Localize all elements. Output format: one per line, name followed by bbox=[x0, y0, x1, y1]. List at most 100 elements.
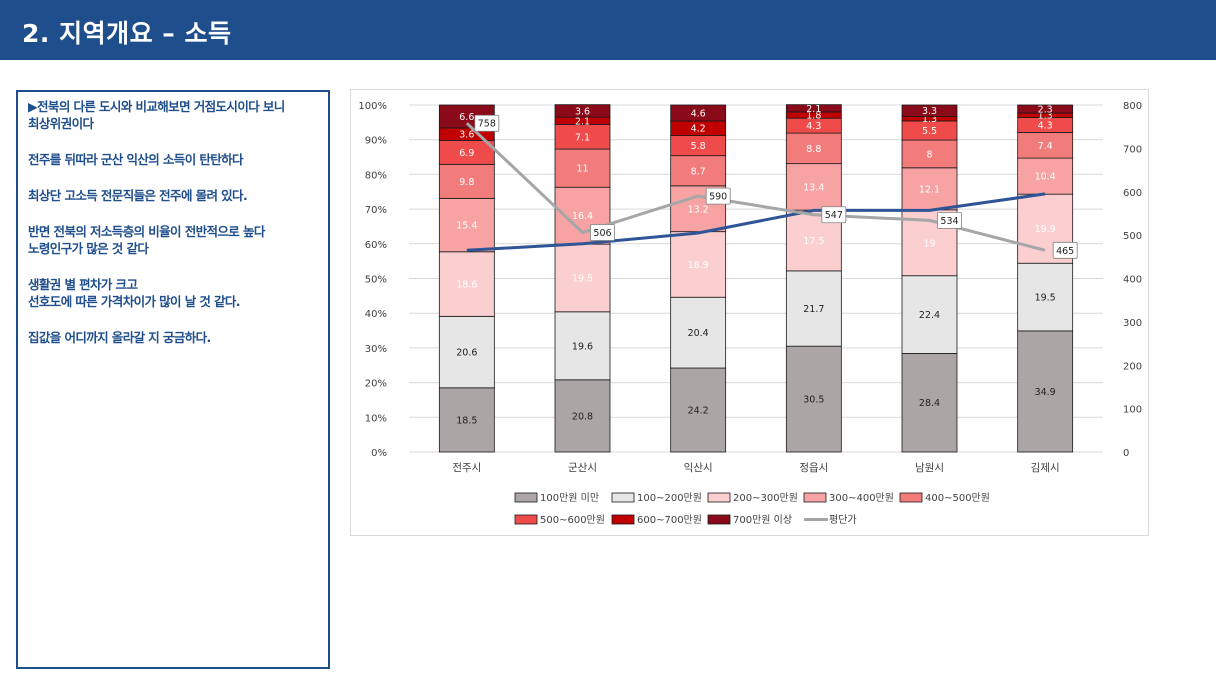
bar-segment bbox=[438, 163, 495, 199]
line-data-label: 547 bbox=[825, 210, 843, 221]
bar-data-label: 2.3 bbox=[1038, 104, 1053, 115]
legend-swatch bbox=[803, 492, 827, 503]
bar-segment bbox=[554, 104, 611, 118]
line-label-box bbox=[937, 211, 962, 229]
bar-data-label: 10.4 bbox=[1035, 172, 1056, 183]
y-left-tick-label: 60% bbox=[365, 240, 387, 251]
bar-segment bbox=[554, 148, 611, 188]
bar-data-label: 1.3 bbox=[1038, 111, 1053, 122]
bar-segment bbox=[785, 132, 842, 165]
bar-segment bbox=[1017, 132, 1074, 159]
note-item: 반면 전북의 저소득층의 비율이 전반적으로 높다 노령인구가 많은 것 같다 bbox=[28, 223, 320, 257]
line-data-label: 534 bbox=[940, 216, 958, 227]
note-line: 노령인구가 많은 것 같다 bbox=[28, 241, 149, 256]
bar-data-label: 7.4 bbox=[1038, 141, 1053, 152]
bar-segment bbox=[438, 315, 495, 389]
note-item: 전주를 뒤따라 군산 익산의 소득이 탄탄하다 bbox=[28, 151, 320, 168]
bar-data-label: 5.5 bbox=[922, 126, 937, 137]
bar-segment bbox=[554, 311, 611, 381]
line-label-box bbox=[590, 224, 615, 241]
bar-data-label: 24.2 bbox=[688, 406, 709, 417]
note-line: 생활권 별 편차가 크고 bbox=[28, 277, 138, 292]
y-right-tick-label: 300 bbox=[1123, 318, 1142, 329]
chart-container: 0% 10% 20% 30% 40% 50% 60% 70% 80% 90% 100% 0 100 200… bbox=[350, 89, 1149, 536]
note-line: 최상단 고소득 전문직들은 전주에 몰려 있다. bbox=[28, 188, 248, 203]
y-right-tick-label: 800 bbox=[1123, 101, 1142, 112]
y-right-tick-label: 600 bbox=[1123, 188, 1142, 199]
y-right-tick-label: 100 bbox=[1123, 405, 1142, 416]
bar-data-label: 16.4 bbox=[572, 211, 593, 222]
y-right-tick-label: 700 bbox=[1123, 144, 1142, 155]
line-data-label: 758 bbox=[478, 119, 496, 130]
legend-swatch bbox=[611, 492, 635, 503]
line-label-box bbox=[1052, 241, 1078, 259]
legend-label: 200~300만원 bbox=[733, 492, 798, 504]
legend-label: 100~200만원 bbox=[637, 492, 702, 504]
legend-label: 평단가 bbox=[829, 514, 857, 526]
bar-segment bbox=[1017, 104, 1074, 114]
x-tick-label: 전주시 bbox=[452, 462, 481, 474]
bar-data-label: 9.8 bbox=[459, 177, 474, 188]
y-left-tick-label: 50% bbox=[365, 275, 387, 286]
y-right-tick-label: 500 bbox=[1123, 231, 1142, 242]
bar-segment bbox=[554, 124, 611, 150]
line-data-label: 590 bbox=[709, 192, 727, 203]
note-item: 생활권 별 편차가 크고 선호도에 따른 가격차이가 많이 날 것 같다. bbox=[28, 276, 320, 310]
bar-segment bbox=[438, 197, 495, 253]
bar-data-label: 19.9 bbox=[1035, 224, 1056, 235]
line-label-box bbox=[705, 187, 731, 205]
bar-segment bbox=[785, 104, 842, 113]
note-line: 최상위권이다 bbox=[28, 116, 94, 131]
bar-segment bbox=[554, 243, 611, 313]
bar-data-label: 15.4 bbox=[456, 221, 477, 232]
bar-data-label: 19 bbox=[923, 238, 935, 249]
note-item: 최상단 고소득 전문직들은 전주에 몰려 있다. bbox=[28, 187, 320, 204]
line-label-box bbox=[474, 114, 500, 132]
note-line: 선호도에 따른 가격차이가 많이 날 것 같다. bbox=[28, 294, 241, 309]
bar-segment bbox=[1017, 330, 1074, 453]
legend-label: 300~400만원 bbox=[829, 492, 894, 504]
y-right-tick-label: 400 bbox=[1123, 275, 1142, 286]
y-left-tick-label: 30% bbox=[365, 344, 387, 355]
y-right-tick-label: 200 bbox=[1123, 361, 1142, 372]
bar-data-label: 2.1 bbox=[575, 116, 590, 127]
y-left-tick-label: 40% bbox=[365, 309, 387, 320]
bar-data-label: 8.7 bbox=[691, 166, 706, 177]
note-line: 전주를 뒤따라 군산 익산의 소득이 탄탄하다 bbox=[28, 152, 244, 167]
bar-data-label: 2.1 bbox=[806, 104, 821, 115]
bar-data-label: 7.1 bbox=[575, 132, 590, 143]
bar-segment bbox=[1017, 157, 1074, 195]
bar-data-label: 6.9 bbox=[459, 148, 474, 159]
legend-label: 500~600만원 bbox=[540, 514, 605, 526]
line-label-box bbox=[821, 206, 847, 224]
bar-segment bbox=[785, 163, 842, 211]
note-line: 반면 전북의 저소득층의 비율이 전반적으로 높다 bbox=[28, 224, 265, 239]
x-tick-label: 김제시 bbox=[1031, 462, 1060, 474]
x-tick-label: 남원시 bbox=[915, 462, 944, 474]
bar-data-label: 13.4 bbox=[803, 182, 824, 193]
bar-segment bbox=[670, 104, 727, 122]
bar-data-label: 19.5 bbox=[572, 273, 593, 284]
notes-panel: ▶전북의 다른 도시와 비교해보면 거점도시이다 보니 최상위권이다 전주를 뒤… bbox=[16, 90, 330, 669]
bar-segment bbox=[670, 367, 727, 453]
legend-label: 100만원 미만 bbox=[540, 492, 599, 504]
bar-segment bbox=[670, 296, 727, 369]
bar-data-label: 4.2 bbox=[691, 124, 706, 135]
x-tick-label: 정읍시 bbox=[799, 462, 828, 474]
bar-data-label: 17.5 bbox=[803, 236, 824, 247]
legend-label: 700만원 이상 bbox=[733, 514, 792, 526]
bar-data-label: 28.4 bbox=[919, 398, 940, 409]
bar-segment bbox=[554, 379, 611, 453]
line-data-label: 506 bbox=[593, 228, 611, 239]
legend-label: 600~700만원 bbox=[637, 514, 702, 526]
bar-data-label: 20.4 bbox=[688, 328, 709, 339]
bar-segment bbox=[1017, 262, 1074, 332]
header-bar: 2. 지역개요 – 소득 bbox=[0, 0, 1216, 60]
series-line bbox=[466, 192, 1046, 252]
bar-segment bbox=[785, 270, 842, 347]
bar-data-label: 1.3 bbox=[922, 114, 937, 125]
bar-data-label: 20.8 bbox=[572, 411, 593, 422]
bar-segment bbox=[901, 275, 958, 354]
note-line: ▶전북의 다른 도시와 비교해보면 거점도시이다 보니 bbox=[28, 99, 285, 114]
y-right-tick-label: 0 bbox=[1123, 448, 1129, 459]
